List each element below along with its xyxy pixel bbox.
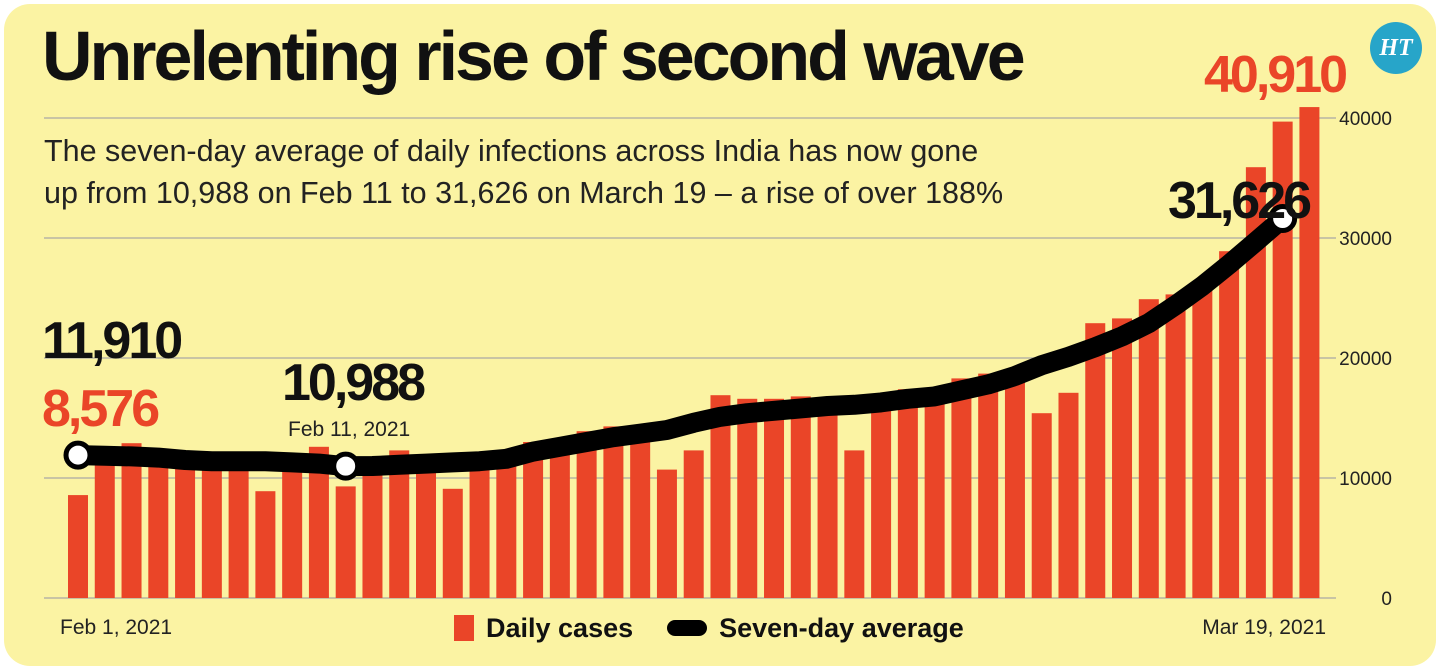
daily-cases-bar	[897, 389, 918, 598]
annotation-end-daily: 40,910	[1204, 46, 1346, 104]
daily-cases-bar	[844, 450, 865, 598]
daily-cases-bars	[68, 107, 1320, 598]
legend-swatch-daily	[454, 615, 474, 641]
x-end-label: Mar 19, 2021	[1202, 616, 1326, 639]
daily-cases-bar	[523, 442, 544, 598]
daily-cases-bar	[710, 395, 731, 598]
daily-cases-bar	[790, 396, 811, 598]
daily-cases-bar	[924, 396, 945, 598]
legend-swatch-average	[667, 620, 708, 636]
daily-cases-bar	[68, 495, 88, 598]
y-tick-label: 20000	[1339, 349, 1392, 370]
chart-subtitle: The seven-day average of daily infection…	[44, 130, 1144, 214]
daily-cases-bar	[1138, 299, 1159, 598]
daily-cases-bar	[1031, 413, 1052, 598]
daily-cases-bar	[871, 409, 892, 598]
daily-cases-bar	[148, 449, 169, 598]
y-axis-ticks: 0 10000 20000 30000 40000	[1339, 109, 1392, 610]
daily-cases-bar	[308, 446, 329, 598]
average-marker	[1268, 203, 1298, 233]
daily-cases-bar	[1165, 294, 1186, 598]
daily-cases-bar	[683, 450, 704, 598]
daily-cases-bar	[1219, 251, 1240, 598]
y-tick-label: 30000	[1339, 229, 1392, 250]
daily-cases-bar	[1245, 167, 1266, 598]
legend-label-daily: Daily cases	[486, 612, 634, 643]
subtitle-line-1: The seven-day average of daily infection…	[44, 134, 979, 168]
daily-cases-bar	[576, 431, 597, 598]
subtitle-line-2: up from 10,988 on Feb 11 to 31,626 on Ma…	[44, 176, 1004, 210]
daily-cases-bar	[603, 426, 624, 598]
chart-title: Unrelenting rise of second wave	[42, 17, 1026, 95]
daily-cases-bar	[630, 426, 651, 598]
daily-cases-bar	[94, 458, 115, 598]
seven-day-average-path	[68, 208, 1293, 477]
x-start-label: Feb 1, 2021	[60, 616, 172, 639]
annotation-end-average: 31,626	[1168, 172, 1311, 230]
annotation-feb11-date: Feb 11, 2021	[288, 418, 410, 441]
daily-cases-bar	[442, 488, 463, 598]
ht-logo: HT	[1370, 22, 1422, 74]
daily-cases-bar	[764, 398, 785, 598]
y-tick-label: 40000	[1339, 109, 1392, 130]
daily-cases-bar	[282, 466, 303, 598]
y-tick-label: 0	[1381, 589, 1392, 610]
daily-cases-bar	[416, 458, 437, 598]
annotation-start-average: 11,910	[42, 312, 181, 370]
legend-label-average: Seven-day average	[719, 612, 964, 643]
daily-cases-bar	[1192, 282, 1213, 598]
daily-cases-bar	[496, 458, 517, 598]
daily-cases-bar	[228, 456, 249, 598]
daily-cases-bar	[978, 373, 999, 598]
annotation-feb11-average: 10,988	[282, 354, 425, 412]
daily-cases-bar	[1272, 121, 1293, 598]
chart-card: Unrelenting rise of second wave HT The s…	[4, 4, 1436, 666]
daily-cases-bar	[1085, 323, 1106, 598]
daily-cases-bar	[362, 458, 383, 598]
daily-cases-bar	[121, 443, 142, 598]
daily-cases-bar	[951, 378, 972, 598]
daily-cases-bar	[737, 398, 758, 598]
daily-cases-bar	[1004, 374, 1025, 598]
chart-legend: Daily cases Seven-day average	[454, 610, 964, 646]
average-marker	[331, 451, 361, 481]
daily-cases-bar	[549, 439, 570, 598]
daily-cases-bar	[656, 469, 677, 598]
daily-cases-bar	[1058, 392, 1079, 598]
daily-cases-bar	[335, 486, 356, 598]
daily-cases-bar	[469, 458, 490, 598]
daily-cases-bar	[389, 450, 410, 598]
daily-cases-bar	[817, 410, 838, 598]
daily-cases-bar	[175, 452, 196, 598]
y-tick-label: 10000	[1339, 469, 1392, 490]
average-marker	[63, 440, 93, 470]
daily-cases-bar	[201, 457, 222, 598]
annotation-start-daily: 8,576	[42, 380, 159, 438]
daily-cases-bar	[255, 491, 276, 598]
daily-cases-bar	[1112, 318, 1133, 598]
seven-day-average-line	[63, 203, 1298, 481]
chart-plot: 0 10000 20000 30000 40000 Feb 1, 2021 Mar 19…	[42, 46, 1392, 639]
daily-cases-bar	[1299, 107, 1320, 598]
